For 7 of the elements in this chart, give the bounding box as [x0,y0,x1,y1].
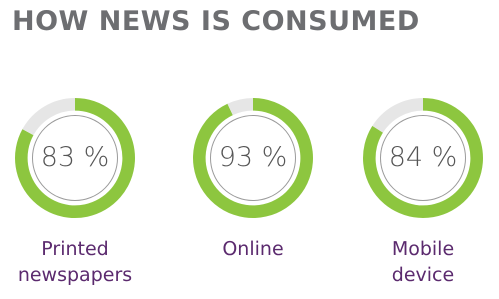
text: Online [221,237,285,262]
data-label: 93 % [218,142,288,174]
text: Mobile device [390,237,456,288]
data-label: 84 % [388,142,458,174]
text: Printed newspapers [16,237,134,288]
data-label: 83 % [40,142,110,174]
text: HOW NEWS IS CONSUMED [12,6,420,37]
